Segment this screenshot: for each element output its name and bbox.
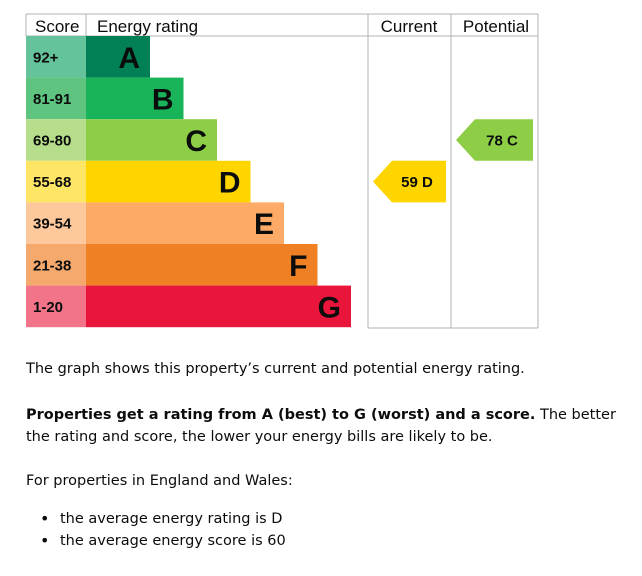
current-rating-arrow-label: 59 D [401, 174, 433, 191]
band-score-label: 39-54 [33, 216, 72, 233]
potential-column-header: Potential [463, 17, 529, 36]
band-score-cell [26, 202, 86, 244]
band-a: 92+ A [26, 36, 150, 78]
band-b: 81-91 B [26, 77, 184, 120]
current-rating-arrow: 59 D [373, 160, 446, 203]
band-letter: D [219, 167, 241, 200]
band-c: 69-80 C [26, 119, 217, 161]
rating-arrows: 59 D 78 C [373, 119, 533, 203]
band-score-cell [26, 77, 86, 120]
potential-rating-arrow-label: 78 C [486, 133, 518, 150]
band-bar [86, 244, 318, 286]
band-g: 1-20 G [26, 285, 351, 328]
band-bar [86, 77, 184, 120]
energy-rating-chart: Score Energy rating Current Potential 92… [25, 13, 539, 329]
band-f: 21-38 F [26, 244, 318, 286]
rating-explanation: Properties get a rating from A (best) to… [26, 404, 616, 448]
average-score-item: the average energy score is 60 [40, 530, 286, 552]
current-rating-arrow-shape [373, 160, 446, 203]
band-score-label: 69-80 [33, 133, 71, 150]
band-bar [86, 202, 284, 244]
potential-rating-arrow-shape [456, 119, 533, 161]
band-letter: G [318, 291, 341, 324]
rating-explanation-bold: Properties get a rating from A (best) to… [26, 407, 536, 423]
band-letter: E [254, 208, 274, 241]
band-letter: A [118, 42, 140, 75]
averages-list: the average energy rating is D the avera… [40, 508, 286, 552]
rating-bands: 92+ A 81-91 B 69-80 C 55-68 D 39-54 E 21-38 F 1-20 G [26, 36, 351, 328]
energy-rating-column-header: Energy rating [97, 17, 198, 36]
band-score-cell [26, 36, 86, 78]
average-rating-item: the average energy rating is D [40, 508, 286, 530]
band-letter: F [289, 250, 307, 283]
band-score-label: 1-20 [33, 299, 63, 316]
band-bar [86, 285, 351, 328]
band-d: 55-68 D [26, 160, 251, 203]
band-e: 39-54 E [26, 202, 284, 244]
potential-rating-arrow: 78 C [456, 119, 533, 161]
band-score-label: 81-91 [33, 91, 71, 108]
band-bar [86, 36, 150, 78]
band-score-cell [26, 285, 86, 328]
band-bar [86, 119, 217, 161]
score-column-header: Score [35, 17, 79, 36]
chart-intro-text: The graph shows this property’s current … [26, 361, 525, 377]
current-column-header: Current [381, 17, 438, 36]
rating-explanation-rest: The better the rating and score, the low… [26, 407, 616, 445]
region-text: For properties in England and Wales: [26, 473, 293, 489]
band-score-cell [26, 244, 86, 286]
band-score-label: 92+ [33, 49, 59, 66]
band-letter: C [185, 125, 207, 158]
band-score-cell [26, 160, 86, 203]
band-score-label: 55-68 [33, 174, 71, 191]
band-score-label: 21-38 [33, 257, 71, 274]
band-letter: B [152, 83, 174, 116]
band-bar [86, 160, 251, 203]
band-score-cell [26, 119, 86, 161]
